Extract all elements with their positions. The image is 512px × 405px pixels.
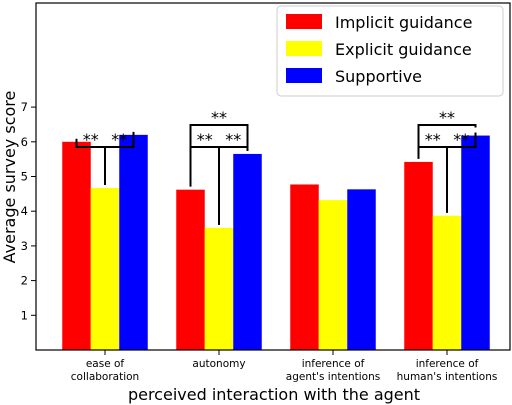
significance-label: ** bbox=[197, 130, 213, 149]
bar-implicit-guidance-2 bbox=[290, 184, 319, 350]
significance-bracket bbox=[104, 131, 135, 185]
legend-swatch bbox=[286, 14, 322, 29]
legend-swatch bbox=[286, 68, 322, 83]
y-tick-label: 2 bbox=[21, 274, 28, 288]
significance-label: ** bbox=[439, 108, 455, 127]
significance-bracket bbox=[189, 124, 249, 182]
y-tick-label: 1 bbox=[21, 308, 28, 322]
significance-label: ** bbox=[225, 130, 241, 149]
x-tick-label: collaboration bbox=[71, 371, 139, 383]
legend-swatch bbox=[286, 41, 322, 56]
bar-explicit-guidance-3 bbox=[432, 215, 462, 350]
bar-explicit-guidance-2 bbox=[318, 200, 348, 350]
significance-label: ** bbox=[211, 108, 227, 127]
x-axis-title: perceived interaction with the agent bbox=[128, 385, 420, 404]
x-tick-label: autonomy bbox=[192, 358, 245, 370]
significance-label: ** bbox=[425, 130, 441, 149]
bar-implicit-guidance-0 bbox=[62, 141, 91, 350]
y-axis-title: Average survey score bbox=[0, 91, 19, 264]
legend-label: Explicit guidance bbox=[335, 40, 472, 59]
y-tick-label: 6 bbox=[21, 135, 28, 149]
legend-box bbox=[276, 5, 504, 97]
significance-label: ** bbox=[453, 130, 469, 149]
significance-bracket bbox=[218, 146, 249, 225]
bar-supportive-3 bbox=[461, 135, 490, 350]
significance-label: ** bbox=[111, 130, 127, 149]
legend-label: Implicit guidance bbox=[335, 13, 472, 32]
x-tick-label: inference of bbox=[302, 358, 365, 370]
bar-supportive-2 bbox=[347, 189, 376, 350]
bar-supportive-1 bbox=[233, 153, 262, 350]
y-tick-label: 7 bbox=[21, 100, 28, 114]
x-tick-label: inference of bbox=[416, 358, 479, 370]
y-tick-label: 5 bbox=[21, 170, 28, 184]
y-tick-label: 4 bbox=[21, 204, 28, 218]
bar-supportive-0 bbox=[119, 134, 148, 350]
x-tick-label: agent's intentions bbox=[286, 371, 380, 383]
bar-implicit-guidance-3 bbox=[404, 161, 433, 350]
significance-bracket bbox=[446, 132, 477, 213]
legend-label: Supportive bbox=[335, 67, 422, 86]
x-tick-label: ease of bbox=[86, 358, 125, 370]
bar-implicit-guidance-1 bbox=[176, 189, 205, 350]
significance-bracket bbox=[417, 124, 477, 154]
y-tick-label: 3 bbox=[21, 239, 28, 253]
significance-label: ** bbox=[83, 130, 99, 149]
x-tick-label: human's intentions bbox=[397, 371, 498, 383]
bar-explicit-guidance-1 bbox=[204, 227, 234, 350]
bar-explicit-guidance-0 bbox=[90, 187, 120, 350]
